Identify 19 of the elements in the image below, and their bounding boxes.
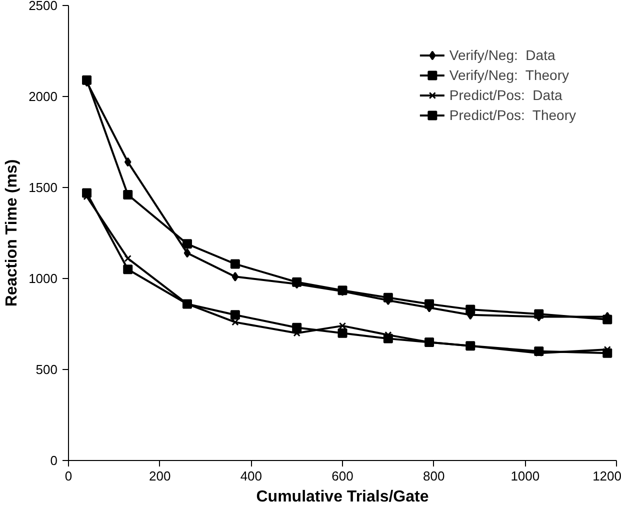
x-tick-label: 1000 xyxy=(510,468,540,484)
x-tick-label: 1200 xyxy=(592,468,621,484)
y-axis-title: Reaction Time (ms) xyxy=(4,159,21,307)
y-tick-label: 500 xyxy=(36,362,58,377)
y-tick-label: 2500 xyxy=(28,0,58,13)
x-tick-label: 200 xyxy=(148,468,171,484)
x-tick-label: 400 xyxy=(240,468,262,484)
legend-label: Verify/Neg: Data xyxy=(449,47,556,63)
x-tick-label: 0 xyxy=(64,468,72,484)
x-tick-label: 800 xyxy=(422,468,445,484)
legend-label: Predict/Pos: Data xyxy=(449,87,562,103)
y-tick-label: 1000 xyxy=(28,271,58,286)
x-tick-label: 600 xyxy=(332,468,354,484)
y-tick-label: 2000 xyxy=(28,89,58,104)
legend-label: Predict/Pos: Theory xyxy=(449,107,576,123)
y-tick-label: 1500 xyxy=(28,180,58,195)
legend-label: Verify/Neg: Theory xyxy=(449,67,569,83)
x-axis-title: Cumulative Trials/Gate xyxy=(256,488,429,506)
y-tick-label: 0 xyxy=(50,453,58,468)
